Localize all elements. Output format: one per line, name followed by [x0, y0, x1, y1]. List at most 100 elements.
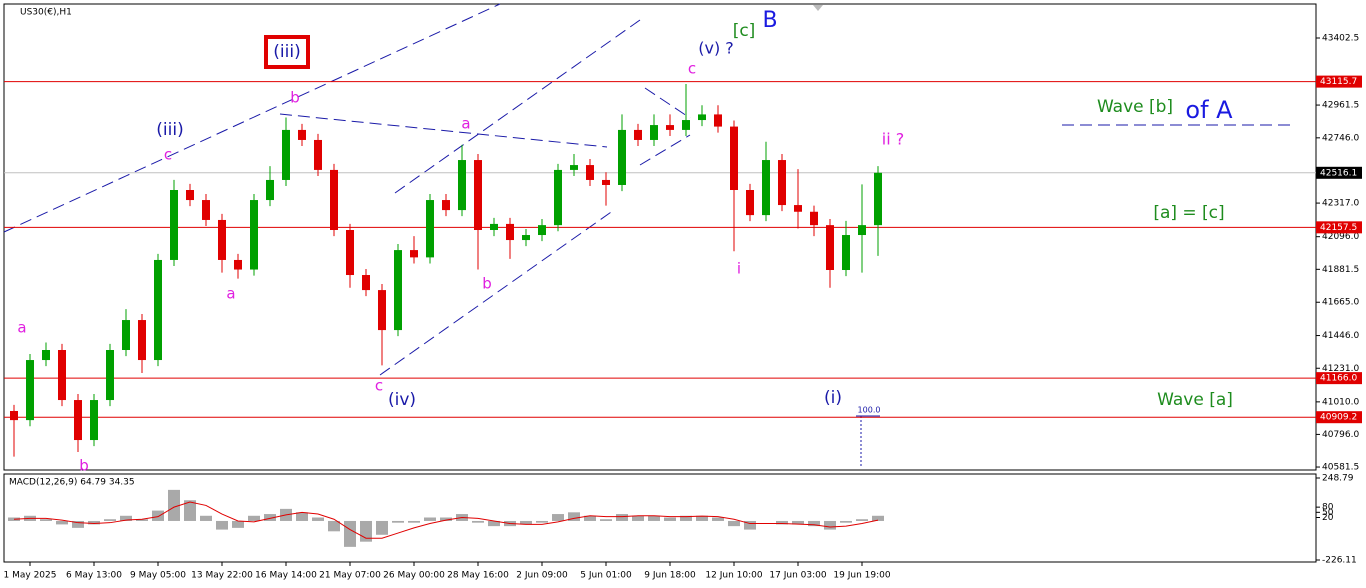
candle-body [506, 223, 514, 241]
candle-body [234, 259, 242, 270]
macd-bar [648, 515, 660, 521]
y-tick-label: 41446.0 [1322, 331, 1359, 341]
candle-body [250, 200, 258, 270]
candle-body [874, 172, 882, 226]
x-tick-label: 2 Jun 09:00 [516, 571, 568, 581]
annotation: c [375, 377, 383, 395]
annotation: [c] [733, 21, 756, 41]
candle-body [74, 400, 82, 441]
macd-bar [776, 520, 788, 525]
y-tick-label: 41010.0 [1322, 397, 1359, 407]
candle-body [266, 179, 274, 201]
candle-body [794, 205, 802, 212]
macd-bar [744, 520, 756, 530]
macd-bar [824, 520, 836, 530]
trend-lines [3, 3, 1295, 376]
trend-line [379, 209, 615, 376]
annotation: (i) [824, 388, 842, 408]
macd-bar [248, 515, 260, 521]
annotation: c [688, 60, 696, 78]
candle-body [218, 219, 226, 260]
macd-bar [424, 517, 436, 521]
candle-body [202, 200, 210, 220]
annotation: (v) ? [698, 39, 734, 58]
x-tick-label: 16 May 14:00 [255, 571, 317, 581]
trend-line [3, 3, 501, 233]
level-label: 43115.7 [1320, 77, 1357, 87]
macd-bar [696, 515, 708, 521]
macd-bar [712, 517, 724, 521]
candle-body [298, 129, 306, 140]
candle-body [666, 125, 674, 130]
macd-bar [856, 519, 868, 521]
x-tick-label: 12 Jun 10:00 [705, 571, 762, 581]
macd-bar [584, 515, 596, 521]
macd-bar [808, 520, 820, 527]
y2-tick-label: 248.79 [1322, 474, 1354, 484]
level-label: 42157.5 [1320, 223, 1357, 233]
candle-body [650, 125, 658, 140]
candle-body [362, 275, 370, 291]
annotation: a [461, 115, 470, 133]
candle-body [186, 190, 194, 201]
macd-bar [872, 515, 884, 521]
candle-body [618, 129, 626, 185]
y-tick-label: 41231.0 [1322, 364, 1359, 374]
macd-bar [664, 517, 676, 521]
x-tick-label: 6 May 13:00 [66, 571, 122, 581]
annotation: i [737, 260, 741, 278]
price-panel [3, 3, 1317, 471]
annotation: of A [1185, 96, 1233, 124]
x-tick-label: 9 Jun 18:00 [644, 571, 696, 581]
macd-bar [184, 500, 196, 521]
annotation: b [79, 457, 89, 475]
candle-body [810, 211, 818, 226]
macd-bar [472, 520, 484, 523]
x-tick-label: 1 May 2025 [4, 571, 57, 581]
macd-bar [88, 520, 100, 525]
level-label: 41166.0 [1320, 374, 1357, 384]
macd-bar [536, 520, 548, 523]
y-tick-label: 42746.0 [1322, 133, 1359, 143]
candle-body [570, 165, 578, 170]
x-tick-label: 28 May 16:00 [447, 571, 509, 581]
candle-body [490, 223, 498, 231]
y-tick-label: 42961.5 [1322, 101, 1359, 111]
y-tick-label: 42317.0 [1322, 199, 1359, 209]
y2-tick-label: 20 [1322, 513, 1334, 523]
macd-bar [328, 520, 340, 532]
candle-body [42, 350, 50, 361]
macd-bar [104, 519, 116, 521]
candle-body [170, 190, 178, 260]
macd-bar [840, 520, 852, 523]
candle-body [314, 139, 322, 170]
annotation: (iii) [156, 120, 183, 140]
macd-bar [344, 520, 356, 547]
macd-bar [392, 520, 404, 523]
y2-tick-label: 50 [1322, 508, 1334, 518]
y-tick-label: 40581.5 [1322, 463, 1359, 473]
candle-body [522, 235, 530, 241]
candle-body [154, 259, 162, 361]
candle-body [442, 200, 450, 211]
level-box [1316, 221, 1362, 234]
candle-body [714, 114, 722, 127]
candle-body [458, 160, 466, 211]
y2-tick-label: 80 [1322, 503, 1334, 513]
candle-body [730, 126, 738, 191]
annotation: B [762, 8, 777, 33]
annotation: c [164, 146, 172, 164]
y-tick-label: 42096.0 [1322, 232, 1359, 242]
macd-bar [312, 517, 324, 521]
indicator-title: MACD(12,26,9) 64.79 34.35 [9, 478, 135, 488]
last-price-box [1316, 166, 1362, 179]
macd-bar [488, 520, 500, 527]
macd-bar [552, 514, 564, 521]
signal-line [13, 501, 879, 539]
annotation: (iv) [388, 390, 416, 410]
x-tick-label: 21 May 07:00 [319, 571, 381, 581]
candle-body [858, 225, 866, 236]
macd-bar [72, 520, 84, 528]
macd-bar [264, 514, 276, 521]
